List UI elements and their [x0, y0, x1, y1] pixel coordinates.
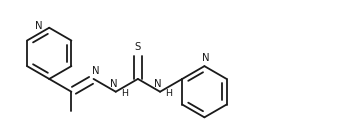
Text: N: N [155, 79, 162, 89]
Text: N: N [92, 66, 99, 76]
Text: S: S [135, 42, 141, 52]
Text: H: H [165, 89, 173, 98]
Text: H: H [121, 89, 128, 98]
Text: N: N [110, 79, 118, 89]
Text: N: N [35, 21, 43, 31]
Text: N: N [202, 53, 210, 63]
